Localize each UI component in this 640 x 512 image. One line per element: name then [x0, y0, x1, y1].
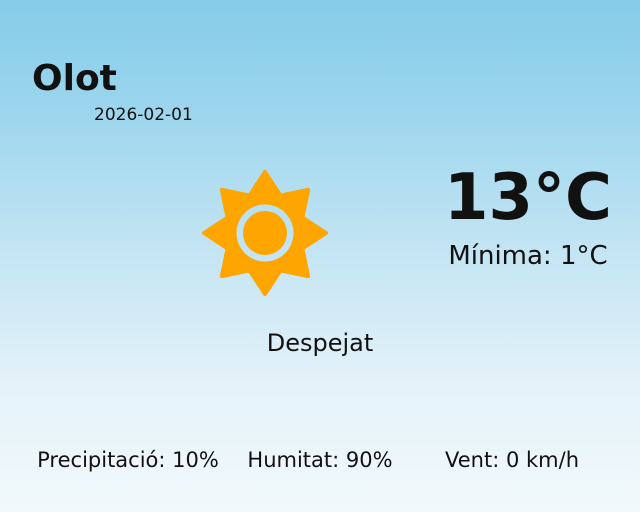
humidity-label: Humitat:: [247, 448, 340, 472]
minimum-label: Mínima:: [448, 241, 552, 271]
condition-label: Despejat: [266, 329, 374, 357]
stats-row: Precipitació: 10% Humitat: 90% Vent: 0 k…: [0, 448, 640, 478]
humidity-stat: Humitat: 90%: [247, 448, 392, 472]
sun-icon: [202, 170, 328, 296]
wind-label: Vent:: [444, 448, 500, 472]
date-label: 2026-02-01: [94, 105, 193, 125]
precipitation-value: 10%: [172, 448, 219, 472]
humidity-value: 90%: [345, 448, 393, 472]
temperature-value: 13°C: [443, 161, 613, 235]
wind-stat: Vent: 0 km/h: [445, 448, 579, 472]
precipitation-stat: Precipitació: 10%: [37, 448, 219, 472]
wind-value: 0 km/h: [505, 448, 580, 472]
precipitation-label: Precipitació:: [37, 448, 166, 472]
minimum-value: 1°C: [559, 241, 608, 271]
minimum-temperature: Mínima: 1°C: [428, 241, 628, 272]
city-name: Olot: [32, 58, 117, 99]
